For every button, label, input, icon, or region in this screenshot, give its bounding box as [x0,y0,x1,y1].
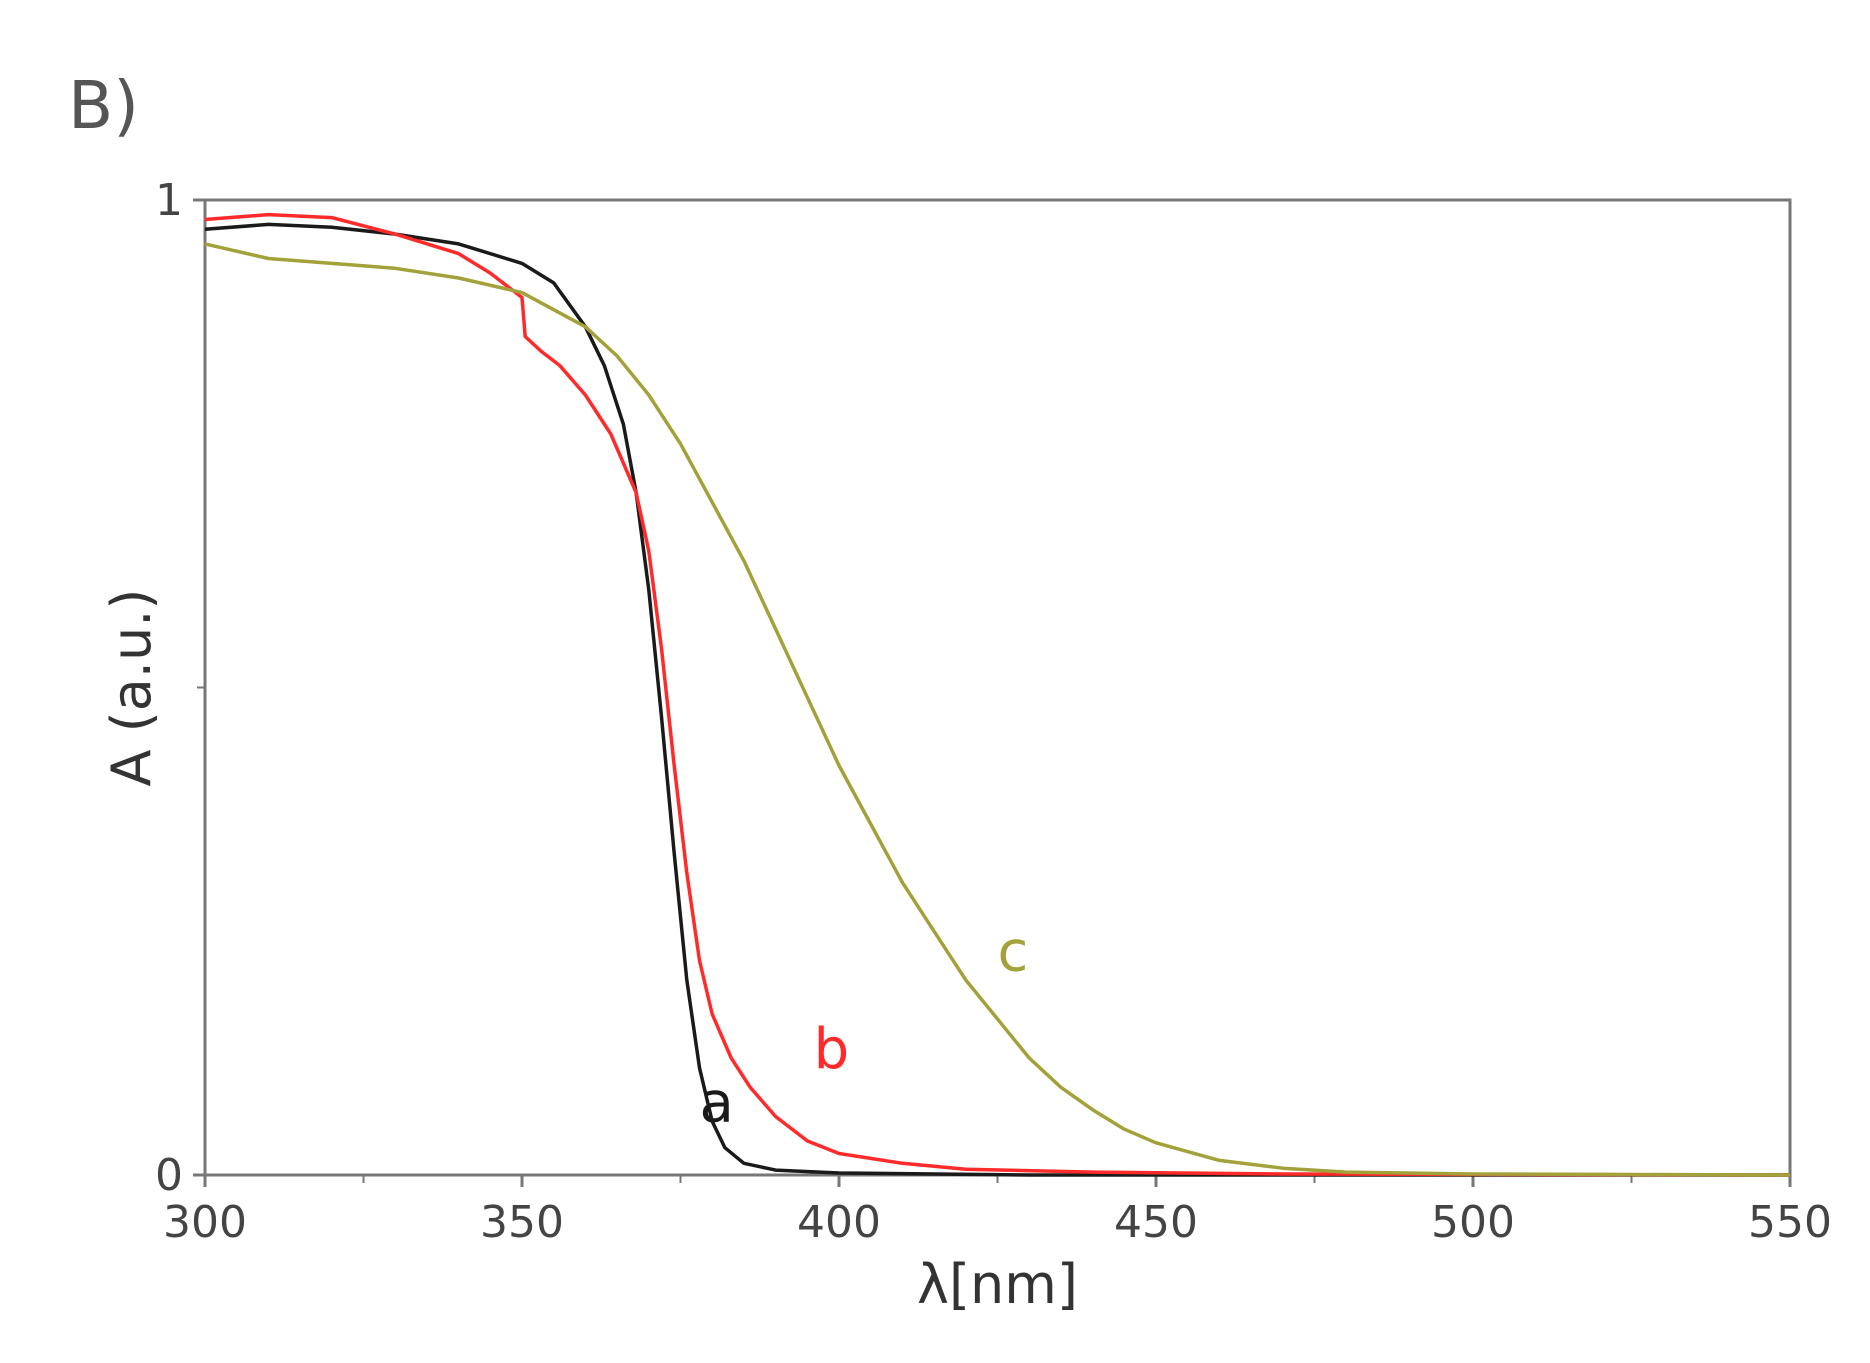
x-tick-label: 350 [480,1197,564,1248]
x-axis-title: λ[nm] [917,1253,1078,1316]
series-line-c [204,242,1791,1177]
x-tick-label: 300 [163,1197,247,1248]
y-axis-title: A (a.u.) [100,589,163,787]
y-tick-label: 0 [155,1150,183,1201]
series-line-b [204,212,1791,1177]
plot-area [203,198,1792,1177]
x-tick-label: 500 [1431,1197,1515,1248]
series-line-a [204,222,1790,1177]
curve-label-c: c [998,919,1029,984]
y-tick-label: 1 [155,175,183,226]
series-layer [204,212,1791,1177]
curve-labels: a b c [700,919,1029,1135]
axis-ticks: 300 350 400 450 500 550 0 1 [155,175,1832,1248]
panel-label: B) [68,67,139,144]
x-tick-label: 450 [1114,1197,1198,1248]
curve-label-b: b [814,1017,850,1082]
plot-frame [203,198,1792,1177]
curve-label-a: a [700,1070,734,1135]
x-tick-label: 550 [1748,1197,1832,1248]
x-tick-label: 400 [797,1197,881,1248]
